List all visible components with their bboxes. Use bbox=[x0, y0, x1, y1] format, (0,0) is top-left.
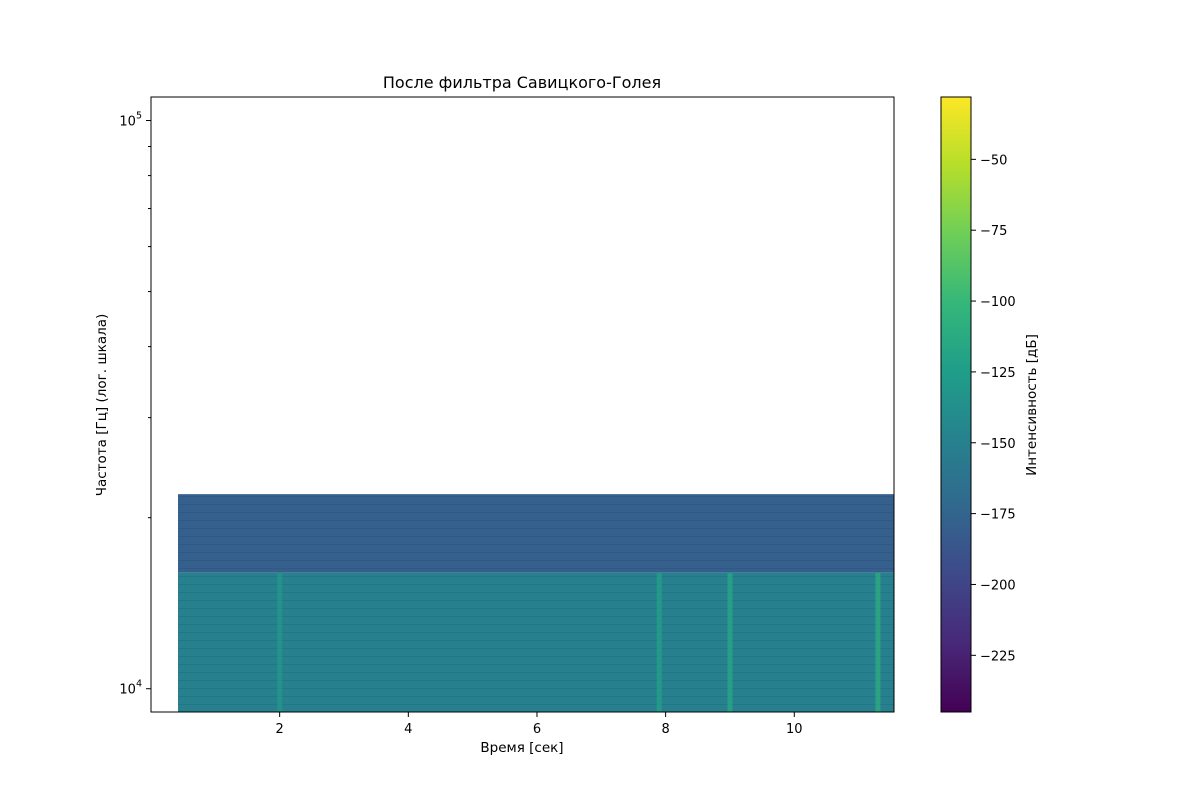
colorbar-gradient bbox=[940, 96, 972, 713]
colorbar-tick-label: −125 bbox=[980, 366, 1016, 381]
y-tick-label: 105 bbox=[119, 111, 142, 130]
y-axis-label: Частота [Гц] (лог. шкала) bbox=[94, 314, 110, 497]
chart-title: После фильтра Савицкого-Голея bbox=[383, 73, 661, 92]
x-axis: 2 4 6 8 10 bbox=[276, 712, 803, 737]
bright-event-1 bbox=[656, 572, 662, 712]
plot-frame bbox=[150, 96, 895, 713]
colorbar-tick-label: −200 bbox=[980, 578, 1016, 593]
bright-event-2 bbox=[727, 572, 733, 712]
spectrogram-band-texture-0 bbox=[178, 494, 894, 573]
colorbar-tick-label: −50 bbox=[980, 153, 1007, 168]
y-axis: 104 105 bbox=[119, 111, 151, 698]
x-axis-label: Время [сек] bbox=[480, 740, 563, 756]
x-tick-label: 6 bbox=[533, 722, 541, 737]
x-tick-label: 4 bbox=[404, 722, 412, 737]
colorbar-tick-label: −175 bbox=[980, 508, 1016, 523]
y-tick-label: 104 bbox=[119, 679, 142, 698]
colorbar-tick-label: −75 bbox=[980, 224, 1007, 239]
colorbar-tick-label: −225 bbox=[980, 649, 1016, 664]
spectrogram-band-texture-1 bbox=[178, 572, 894, 712]
bright-event-0 bbox=[277, 572, 283, 712]
plot-area bbox=[150, 96, 895, 713]
bright-event-3 bbox=[875, 572, 881, 712]
x-tick-label: 8 bbox=[661, 722, 669, 737]
colorbar-tick-label: −150 bbox=[980, 437, 1016, 452]
colorbar-tick-label: −100 bbox=[980, 295, 1016, 310]
spectrogram-heatmap bbox=[178, 494, 894, 712]
colorbar: −50 −75 −100 −125 −150 −175 −200 −225 Интенсивн… bbox=[940, 96, 1040, 713]
x-tick-label: 2 bbox=[276, 722, 284, 737]
colorbar-ticks: −50 −75 −100 −125 −150 −175 −200 −225 bbox=[971, 153, 1016, 664]
x-tick-label: 10 bbox=[786, 722, 803, 737]
colorbar-label: Интенсивность [дБ] bbox=[1024, 334, 1040, 476]
